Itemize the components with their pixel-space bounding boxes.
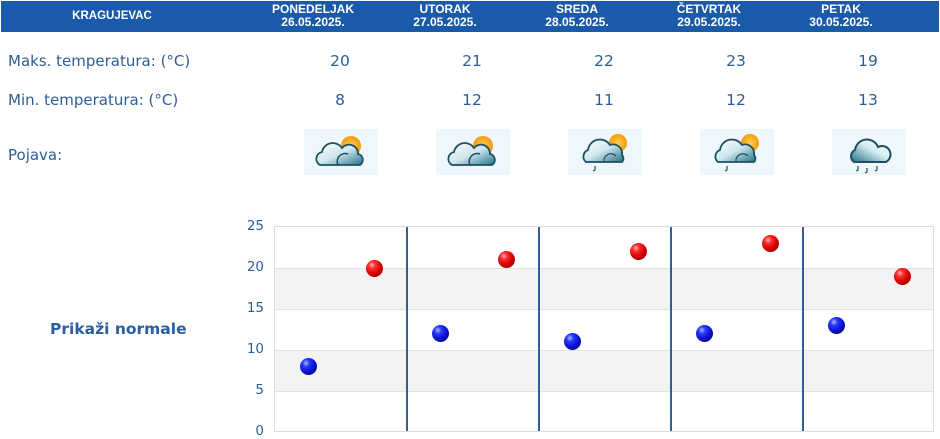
min-temp-value: 8 [335, 91, 345, 109]
max-temp-value: 20 [330, 52, 350, 70]
min-temp-point [563, 333, 581, 351]
min-temp-point [299, 357, 317, 375]
min-temp-point [827, 316, 845, 334]
plot-area [274, 226, 934, 432]
day-header-3: SREDA 28.05.2025. [545, 2, 609, 29]
cloud-rain-icon [832, 129, 906, 175]
min-temp-point [431, 325, 449, 343]
partly-cloudy-light-rain-icon [568, 129, 642, 175]
y-tick: 0 [255, 423, 264, 439]
day-header-2: UTORAK 27.05.2025. [413, 2, 477, 29]
max-temp-label: Maks. temperatura: (°C) [8, 52, 191, 70]
max-temp-point [365, 259, 383, 277]
max-temp-value: 23 [726, 52, 746, 70]
grid-band [275, 350, 933, 391]
y-tick: 25 [246, 218, 264, 234]
temperature-chart: 25 20 15 10 5 0 [240, 218, 940, 439]
day-separator [538, 227, 540, 431]
partly-cloudy-light-rain-icon [700, 129, 774, 175]
grid-band [275, 268, 933, 309]
grid-line [275, 268, 933, 269]
partly-cloudy-icon [304, 129, 378, 175]
max-temp-value: 22 [594, 52, 614, 70]
max-temp-point [629, 243, 647, 261]
day-header-5: PETAK 30.05.2025. [809, 2, 873, 29]
grid-line [275, 350, 933, 351]
min-temp-value: 11 [594, 91, 614, 109]
partly-cloudy-icon [436, 129, 510, 175]
weather-label: Pojava: [8, 146, 63, 164]
y-tick: 5 [255, 382, 264, 398]
max-temp-point [761, 234, 779, 252]
grid-line [275, 391, 933, 392]
day-separator [802, 227, 804, 431]
day-header-4: ČETVRTAK 29.05.2025. [676, 2, 742, 29]
min-temp-label: Min. temperatura: (°C) [8, 91, 179, 109]
min-temp-value: 12 [726, 91, 746, 109]
y-tick: 20 [246, 259, 264, 275]
max-temp-value: 19 [858, 52, 878, 70]
min-temp-value: 13 [858, 91, 878, 109]
show-normals-link[interactable]: Prikaži normale [50, 320, 187, 338]
y-tick: 15 [246, 300, 264, 316]
max-temp-value: 21 [462, 52, 482, 70]
min-temp-value: 12 [462, 91, 482, 109]
day-header-1: PONEDELJAK 26.05.2025. [271, 2, 354, 29]
max-temp-point [497, 251, 515, 269]
day-separator [670, 227, 672, 431]
city-name: KRAGUJEVAC [72, 10, 152, 22]
grid-line [275, 309, 933, 310]
day-separator [406, 227, 408, 431]
min-temp-point [695, 325, 713, 343]
y-tick: 10 [246, 341, 264, 357]
forecast-header: KRAGUJEVAC PONEDELJAK 26.05.2025. UTORAK… [1, 1, 939, 32]
max-temp-point [893, 267, 911, 285]
